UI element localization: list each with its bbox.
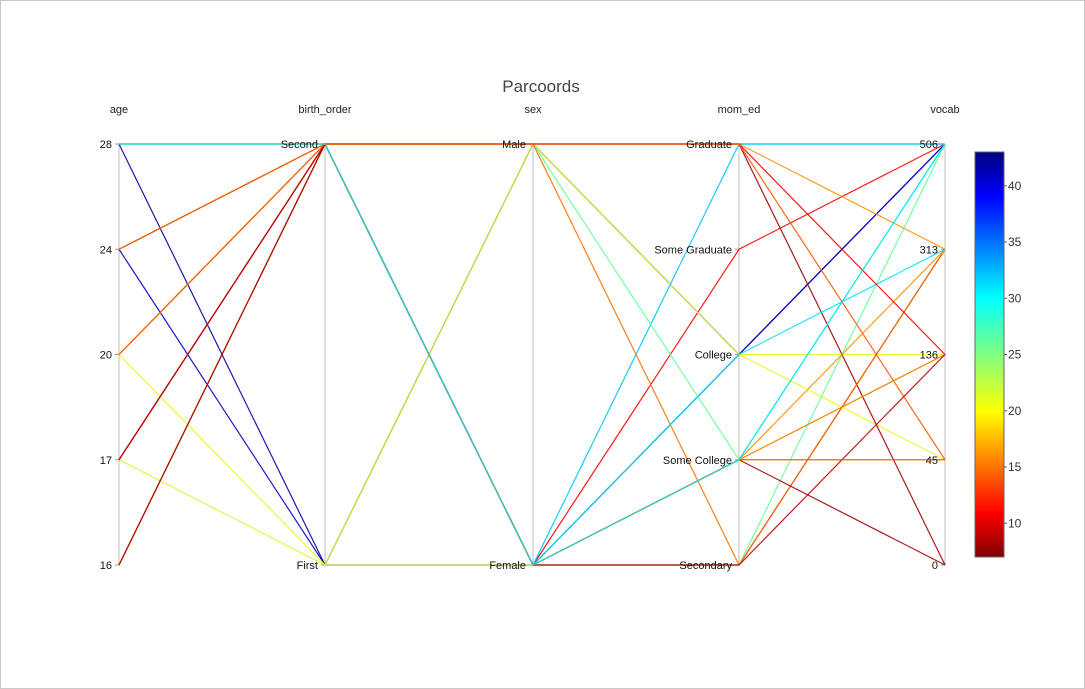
colorbar-tick-label: 15	[1008, 460, 1022, 474]
axis-tick-label: 45	[926, 455, 938, 467]
axis-tick-label: Some Graduate	[654, 244, 732, 256]
axis-tick-label: Some College	[663, 455, 732, 467]
axis-tick-label: 17	[100, 455, 112, 467]
axis-tick-label: 313	[920, 244, 938, 256]
data-line	[118, 143, 946, 461]
colorbar-tick-label: 25	[1008, 348, 1022, 362]
axis-tick-label: 506	[920, 139, 938, 151]
data-line	[118, 143, 946, 461]
axis-tick-label: 0	[932, 560, 938, 572]
colorbar-tick-label: 30	[1008, 291, 1022, 305]
axis-label-mom_ed: mom_ed	[718, 104, 761, 116]
axis-tick-label: 136	[920, 350, 938, 362]
axis-tick-label: College	[695, 350, 732, 362]
axis-label-age: age	[110, 104, 128, 116]
axis-tick-label: Male	[502, 139, 526, 151]
data-line	[119, 143, 946, 566]
colorbar-tick-label: 35	[1008, 235, 1022, 249]
colorbar-tick-label: 10	[1008, 516, 1022, 530]
colorbar-tick-label: 40	[1008, 179, 1022, 193]
colorbar	[974, 151, 1005, 558]
axis-label-birth_order: birth_order	[298, 104, 352, 116]
axis-tick-label: Secondary	[679, 560, 732, 572]
axis-tick-label: 20	[100, 350, 112, 362]
axis-tick-label: 28	[100, 139, 112, 151]
axis-tick-label: First	[297, 560, 318, 572]
axis-tick-label: 16	[100, 560, 112, 572]
colorbar-tick-label: 20	[1008, 404, 1022, 418]
axis-label-sex: sex	[524, 104, 542, 116]
axis-tick-label: Second	[281, 139, 318, 151]
axis-label-vocab: vocab	[930, 104, 959, 116]
data-line	[118, 143, 946, 461]
axis-tick-label: 24	[100, 244, 112, 256]
axis-tick-label: Graduate	[686, 139, 732, 151]
axis-tick-label: Female	[489, 560, 526, 572]
chart-title: Parcoords	[502, 77, 579, 96]
